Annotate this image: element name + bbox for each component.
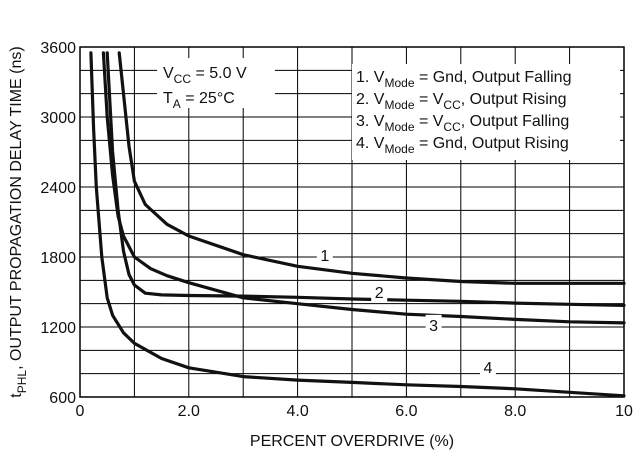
plot-frame <box>79 46 625 398</box>
vcc-rest: = 5.0 V <box>191 65 247 82</box>
curve-label-bg <box>371 282 388 303</box>
vcc-main: V <box>163 65 174 82</box>
y-tick-label: 3000 <box>40 110 76 127</box>
x-tick-label: 8.0 <box>504 403 526 420</box>
ta-rest: = 25°C <box>181 90 235 107</box>
y-axis-label-rest: , OUTPUT PROPAGATION DELAY TIME (ns) <box>8 46 25 370</box>
condition-vcc: VCC = 5.0 V <box>163 65 247 86</box>
y-tick-label: 600 <box>49 390 76 407</box>
legend-box <box>352 64 620 160</box>
legend-entry-4: 4. VMode = Gnd, Output Rising <box>356 135 569 156</box>
legend: 1. VMode = Gnd, Output Falling 2. VMode … <box>356 69 571 156</box>
legend-entry-2: 2. VMode = VCC, Output Rising <box>356 91 567 112</box>
conditions-box <box>157 58 275 108</box>
series-line-1 <box>117 51 626 285</box>
series-lines <box>89 51 626 398</box>
y-axis-label-sub: PHL <box>15 370 29 394</box>
curve-label-2: 2 <box>375 285 384 302</box>
y-tick-label: 1800 <box>40 250 76 267</box>
curve-label-bg <box>480 356 496 377</box>
y-tick-labels: 600 1200 1800 2400 3000 3600 <box>40 40 76 407</box>
legend-entry-3: 3. VMode = VCC, Output Falling <box>356 113 569 134</box>
y-tick-label: 2400 <box>40 180 76 197</box>
x-axis-label: PERCENT OVERDRIVE (%) <box>250 433 454 450</box>
y-axis-label: tPHL, OUTPUT PROPAGATION DELAY TIME (ns) <box>8 46 29 397</box>
y-axis-label-prefix: t <box>8 393 25 398</box>
curve-label-3: 3 <box>429 318 438 335</box>
curve-labels: 1 2 3 4 <box>316 244 496 377</box>
series-line-3 <box>101 51 626 325</box>
x-tick-label: 6.0 <box>395 403 417 420</box>
x-tick-label: 10 <box>615 403 633 420</box>
series-line-4 <box>89 51 626 398</box>
condition-ta: TA = 25°C <box>163 90 235 111</box>
curve-label-bg <box>425 314 442 335</box>
x-tick-label: 2.0 <box>178 403 200 420</box>
ta-main: T <box>163 90 173 107</box>
legend-entry-1: 1. VMode = Gnd, Output Falling <box>356 69 571 90</box>
series-line-2 <box>105 51 626 307</box>
curve-label-1: 1 <box>320 248 329 265</box>
ta-sub: A <box>173 97 181 111</box>
curve-label-bg <box>316 244 333 265</box>
vcc-sub: CC <box>174 72 192 86</box>
x-tick-label: 0 <box>76 403 85 420</box>
y-tick-label: 1200 <box>40 320 76 337</box>
curve-label-4: 4 <box>484 360 493 377</box>
x-tick-label: 4.0 <box>286 403 308 420</box>
y-tick-label: 3600 <box>40 40 76 57</box>
x-tick-labels: 0 2.0 4.0 6.0 8.0 10 <box>76 403 633 420</box>
